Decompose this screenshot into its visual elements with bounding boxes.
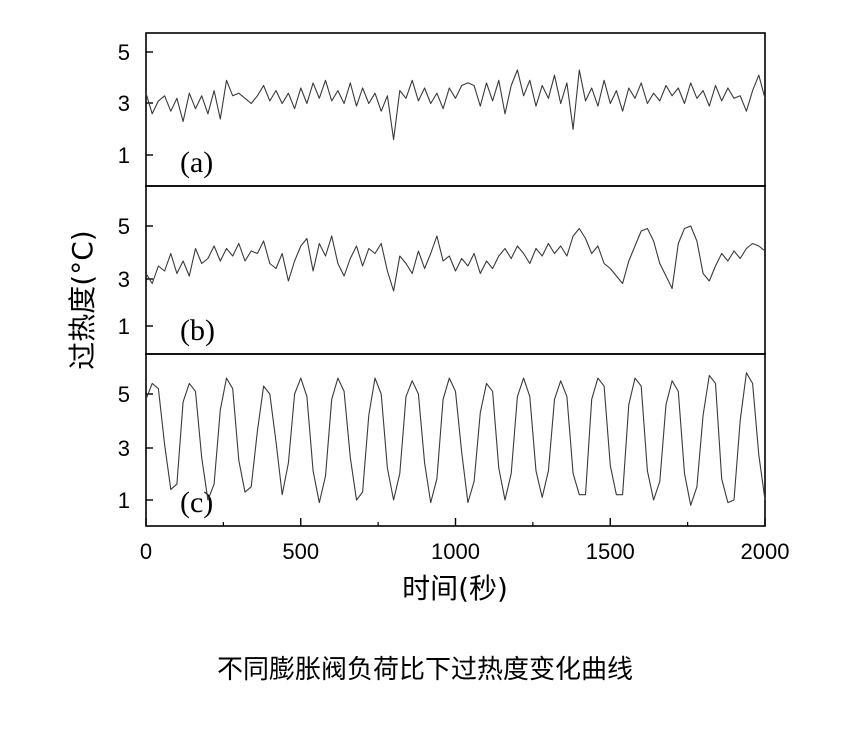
series-line-c [145,372,766,506]
figure-caption: 不同膨胀阀负荷比下过热度变化曲线 [217,655,633,685]
panel-label-c: (c) [180,486,213,519]
panel-a-frame [145,32,766,187]
y-tick-label-b-1: 1 [118,314,130,339]
x-tick-label-0: 0 [140,539,152,564]
y-tick-label-c-3: 3 [118,436,130,461]
y-tick-label-a-1: 1 [118,143,130,168]
x-tick-label-500: 500 [282,539,319,564]
panel-c-frame [145,353,766,527]
y-tick-label-c-5: 5 [118,382,130,407]
y-tick-label-b-3: 3 [118,267,130,292]
y-axis-title: 过热度(°C) [66,230,99,369]
x-axis-title: 时间(秒) [402,572,508,605]
x-tick-label-1500: 1500 [586,539,635,564]
panel-label-a: (a) [180,146,213,179]
y-tick-label-a-5: 5 [118,40,130,65]
series-line-b [145,225,766,292]
panel-label-b: (b) [180,314,215,347]
y-tick-label-b-5: 5 [118,214,130,239]
y-tick-label-a-3: 3 [118,91,130,116]
x-tick-label-2000: 2000 [741,539,790,564]
series-line-a [145,69,766,141]
y-tick-label-c-1: 1 [118,488,130,513]
x-tick-label-1000: 1000 [431,539,480,564]
